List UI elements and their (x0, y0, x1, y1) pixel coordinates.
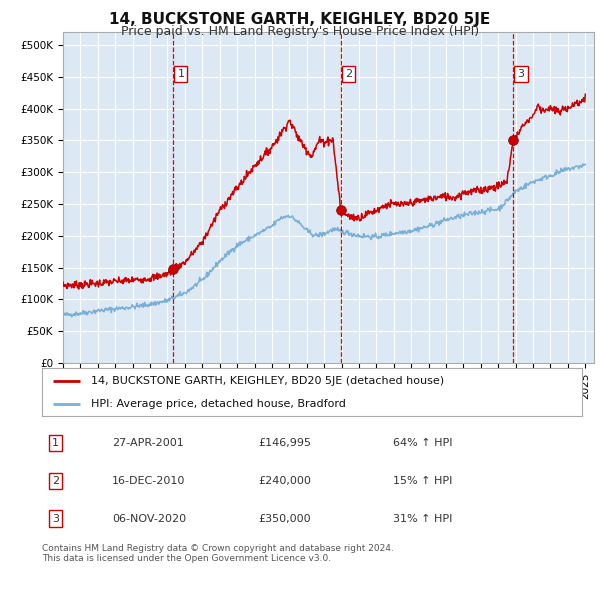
Text: 2: 2 (52, 476, 59, 486)
Text: £240,000: £240,000 (258, 476, 311, 486)
Text: 16-DEC-2010: 16-DEC-2010 (112, 476, 185, 486)
Text: 1: 1 (178, 69, 184, 78)
Text: 27-APR-2001: 27-APR-2001 (112, 438, 184, 448)
Text: 14, BUCKSTONE GARTH, KEIGHLEY, BD20 5JE (detached house): 14, BUCKSTONE GARTH, KEIGHLEY, BD20 5JE … (91, 376, 444, 386)
Text: HPI: Average price, detached house, Bradford: HPI: Average price, detached house, Brad… (91, 399, 346, 409)
Text: 06-NOV-2020: 06-NOV-2020 (112, 514, 187, 523)
Text: Contains HM Land Registry data © Crown copyright and database right 2024.
This d: Contains HM Land Registry data © Crown c… (42, 544, 394, 563)
Text: 1: 1 (52, 438, 59, 448)
Text: £146,995: £146,995 (258, 438, 311, 448)
Text: £350,000: £350,000 (258, 514, 311, 523)
Text: 31% ↑ HPI: 31% ↑ HPI (393, 514, 452, 523)
Text: 64% ↑ HPI: 64% ↑ HPI (393, 438, 452, 448)
Text: 3: 3 (517, 69, 524, 78)
Text: Price paid vs. HM Land Registry's House Price Index (HPI): Price paid vs. HM Land Registry's House … (121, 25, 479, 38)
Text: 2: 2 (345, 69, 352, 78)
Text: 14, BUCKSTONE GARTH, KEIGHLEY, BD20 5JE: 14, BUCKSTONE GARTH, KEIGHLEY, BD20 5JE (109, 12, 491, 27)
Text: 3: 3 (52, 514, 59, 523)
Text: 15% ↑ HPI: 15% ↑ HPI (393, 476, 452, 486)
